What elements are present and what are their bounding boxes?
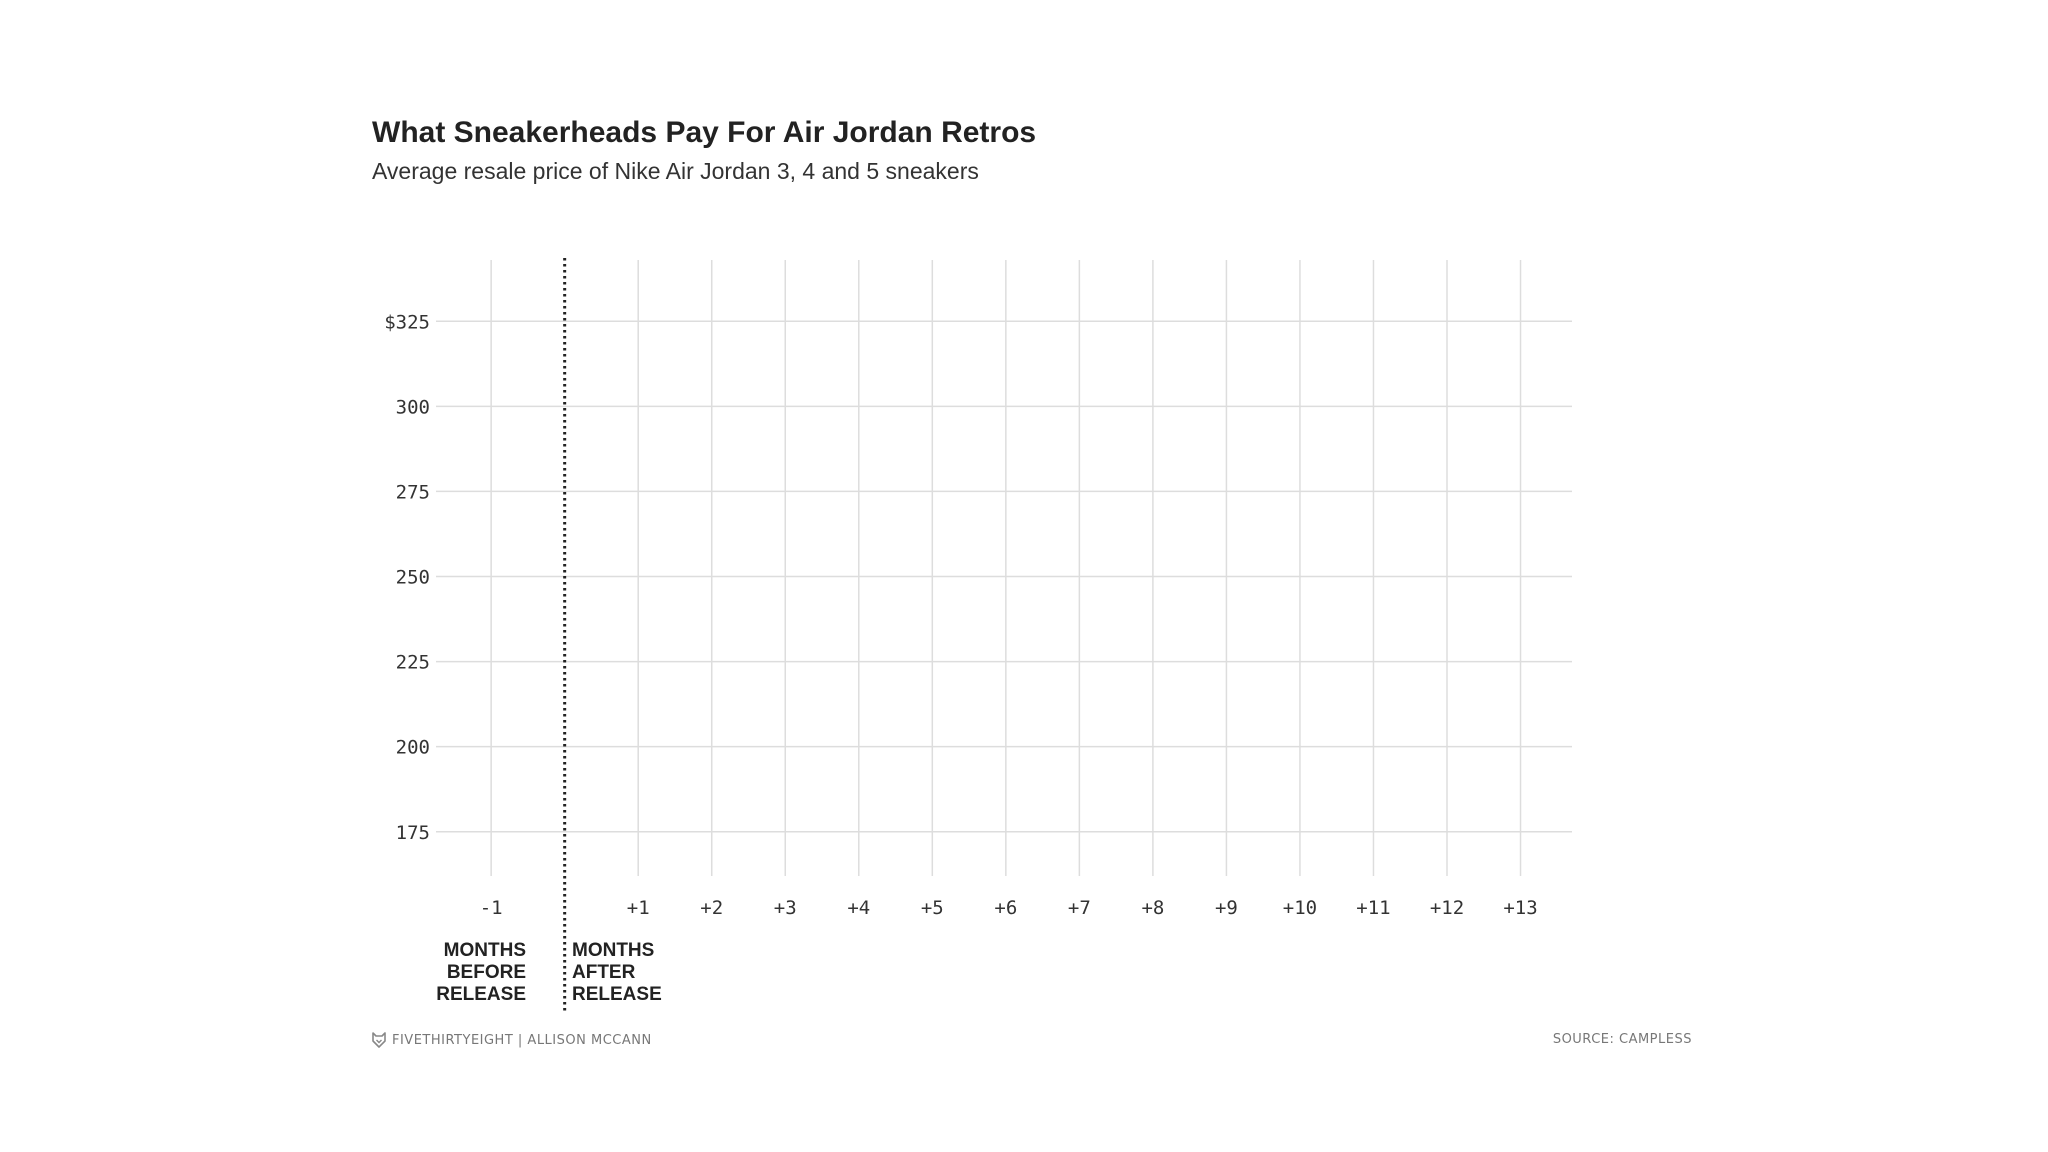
x-tick-label: +8 [1141,897,1164,919]
x-tick-label: +9 [1215,897,1238,919]
x-tick-label: +11 [1356,897,1390,919]
x-tick-label: +6 [994,897,1017,919]
footer-source: SOURCE: CAMPLESS [1552,1032,1692,1047]
footer-credit: FIVETHIRTYEIGHT | ALLISON MCCANN [372,1032,652,1048]
y-tick-label: 275 [396,481,430,503]
chart-title: What Sneakerheads Pay For Air Jordan Ret… [372,116,1037,149]
x-gridlines [490,260,1522,876]
y-tick-labels: $325 300 275 250 225 200 175 [384,311,430,843]
region-before-line-1: MONTHS [443,940,526,961]
x-tick-label: +3 [774,897,797,919]
x-tick-label: +12 [1430,897,1464,919]
y-tick-label: 250 [396,567,430,589]
months-after-release-label: MONTHS AFTER RELEASE [572,940,732,1006]
x-tick-labels: -1 +1 +2 +3 +4 +5 +6 +7 +8 +9 +10 +11 +12 +13 [480,897,1538,919]
x-tick-label: +2 [700,897,723,919]
x-tick-label: +1 [627,897,650,919]
x-tick-label: +13 [1503,897,1537,919]
y-tick-label: $325 [384,311,430,333]
region-before-line-3: RELEASE [436,984,526,1005]
x-tick-label: +10 [1283,897,1317,919]
fivethirtyeight-fox-icon [372,1032,386,1048]
x-tick-label: -1 [480,897,503,919]
y-tick-label: 175 [396,822,430,844]
footer-credit-text: FIVETHIRTYEIGHT | ALLISON MCCANN [392,1032,652,1048]
x-tick-label: +7 [1068,897,1091,919]
region-before-line-2: BEFORE [446,962,526,983]
x-tick-label: +4 [847,897,870,919]
y-tick-label: 200 [396,737,430,759]
chart-subtitle: Average resale price of Nike Air Jordan … [372,158,979,184]
x-tick-label: +5 [921,897,944,919]
months-before-release-label: MONTHS BEFORE RELEASE [390,940,526,1006]
region-after-line-1: MONTHS [572,940,655,961]
y-tick-label: 225 [396,652,430,674]
y-tick-label: 300 [396,396,430,418]
region-after-line-2: AFTER [572,962,636,983]
region-after-line-3: RELEASE [572,984,662,1005]
y-gridlines [436,320,1572,833]
